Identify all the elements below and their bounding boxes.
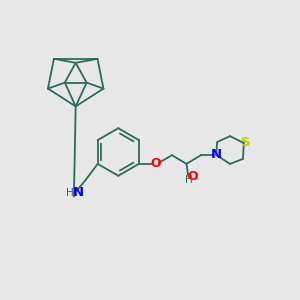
Text: O: O xyxy=(150,158,161,170)
Text: H: H xyxy=(66,188,74,198)
Text: N: N xyxy=(211,148,222,161)
Text: S: S xyxy=(241,136,251,148)
Text: N: N xyxy=(72,186,83,199)
Text: H: H xyxy=(184,175,192,185)
Text: O: O xyxy=(187,170,198,183)
